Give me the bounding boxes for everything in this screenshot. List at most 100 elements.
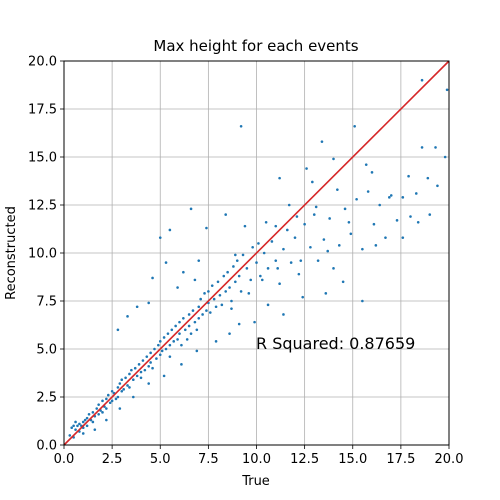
data-point-100 (222, 274, 226, 278)
x-tick-label-7: 17.5 (386, 452, 415, 467)
data-point-34 (116, 386, 120, 389)
data-point-176 (234, 253, 237, 257)
data-point-189 (214, 340, 218, 343)
data-point-118 (270, 240, 274, 243)
data-point-139 (372, 222, 376, 226)
data-point-181 (266, 303, 270, 307)
data-point-40 (124, 376, 127, 380)
data-point-95 (212, 297, 216, 301)
data-point-107 (235, 259, 239, 262)
data-point-82 (191, 309, 195, 312)
data-point-30 (110, 389, 114, 393)
data-point-155 (353, 124, 356, 128)
data-point-178 (287, 203, 291, 207)
data-point-182 (282, 313, 285, 316)
data-point-24 (101, 411, 104, 414)
data-point-69 (170, 328, 174, 332)
data-point-83 (193, 320, 197, 324)
data-point-47 (135, 374, 139, 378)
data-point-158 (332, 157, 335, 161)
data-point-54 (147, 364, 150, 368)
data-point-37 (120, 389, 124, 393)
data-point-55 (149, 351, 152, 355)
data-point-192 (162, 374, 166, 378)
data-point-185 (341, 280, 345, 284)
data-point-188 (237, 322, 241, 326)
x-tick-label-8: 20.0 (435, 452, 464, 467)
data-point-166 (151, 276, 154, 280)
data-point-99 (220, 303, 224, 307)
data-point-110 (241, 253, 245, 257)
identity-line (63, 60, 450, 446)
data-point-12 (85, 416, 89, 420)
data-point-101 (224, 290, 227, 293)
data-point-109 (239, 290, 243, 293)
y-tick-label-5: 12.5 (28, 199, 57, 214)
data-point-193 (147, 382, 150, 385)
data-point-19 (95, 407, 99, 410)
data-point-68 (168, 355, 172, 358)
data-point-3 (74, 428, 77, 431)
data-point-23 (101, 399, 104, 403)
data-point-70 (172, 340, 176, 343)
data-point-169 (197, 259, 201, 262)
data-point-1 (70, 426, 73, 430)
data-point-98 (218, 293, 222, 297)
data-point-167 (164, 261, 168, 264)
data-point-77 (183, 328, 187, 332)
data-point-214 (326, 249, 330, 253)
x-tick-label-6: 15.0 (338, 452, 367, 467)
data-point-171 (135, 305, 139, 309)
x-axis-label: True (241, 474, 270, 489)
data-point-112 (249, 278, 253, 282)
data-point-191 (180, 363, 183, 366)
data-point-146 (414, 192, 418, 195)
y-tick-label-0: 0.0 (36, 439, 57, 454)
y-axis-label: Reconstructed (4, 206, 19, 300)
data-point-213 (347, 220, 351, 224)
data-point-6 (78, 422, 81, 426)
chart-title: Max height for each events (153, 37, 358, 55)
data-point-173 (147, 301, 150, 305)
data-point-150 (443, 155, 447, 159)
data-point-131 (328, 217, 331, 220)
data-point-151 (445, 88, 449, 92)
y-tick-label-1: 2.5 (36, 391, 57, 406)
data-point-96 (214, 305, 218, 309)
data-point-35 (116, 395, 120, 399)
data-point-48 (137, 363, 141, 366)
data-point-160 (158, 236, 162, 239)
data-point-31 (110, 399, 114, 403)
data-point-125 (297, 272, 301, 276)
data-point-120 (278, 282, 281, 286)
data-point-201 (426, 176, 430, 180)
y-tick-label-7: 17.5 (28, 103, 57, 118)
data-point-122 (286, 228, 289, 232)
data-point-119 (274, 259, 278, 262)
data-point-102 (226, 270, 229, 274)
data-point-21 (97, 403, 100, 406)
data-point-9 (81, 420, 85, 424)
data-point-164 (243, 224, 247, 228)
data-point-121 (282, 247, 285, 251)
data-point-16 (91, 411, 95, 414)
data-point-111 (245, 267, 249, 270)
data-point-216 (276, 267, 279, 270)
data-point-53 (145, 355, 149, 358)
data-point-103 (228, 286, 231, 289)
data-point-85 (197, 305, 201, 309)
data-point-51 (141, 359, 145, 362)
data-point-36 (118, 382, 122, 385)
data-point-130 (322, 238, 326, 241)
data-point-154 (320, 140, 324, 143)
data-point-211 (401, 236, 405, 239)
data-point-86 (197, 316, 201, 320)
data-point-65 (164, 347, 168, 351)
data-point-58 (153, 347, 156, 351)
x-tick-label-3: 7.5 (198, 452, 219, 467)
data-point-105 (232, 265, 235, 268)
data-point-0 (68, 434, 72, 437)
data-point-143 (395, 219, 399, 222)
data-point-140 (378, 203, 382, 207)
